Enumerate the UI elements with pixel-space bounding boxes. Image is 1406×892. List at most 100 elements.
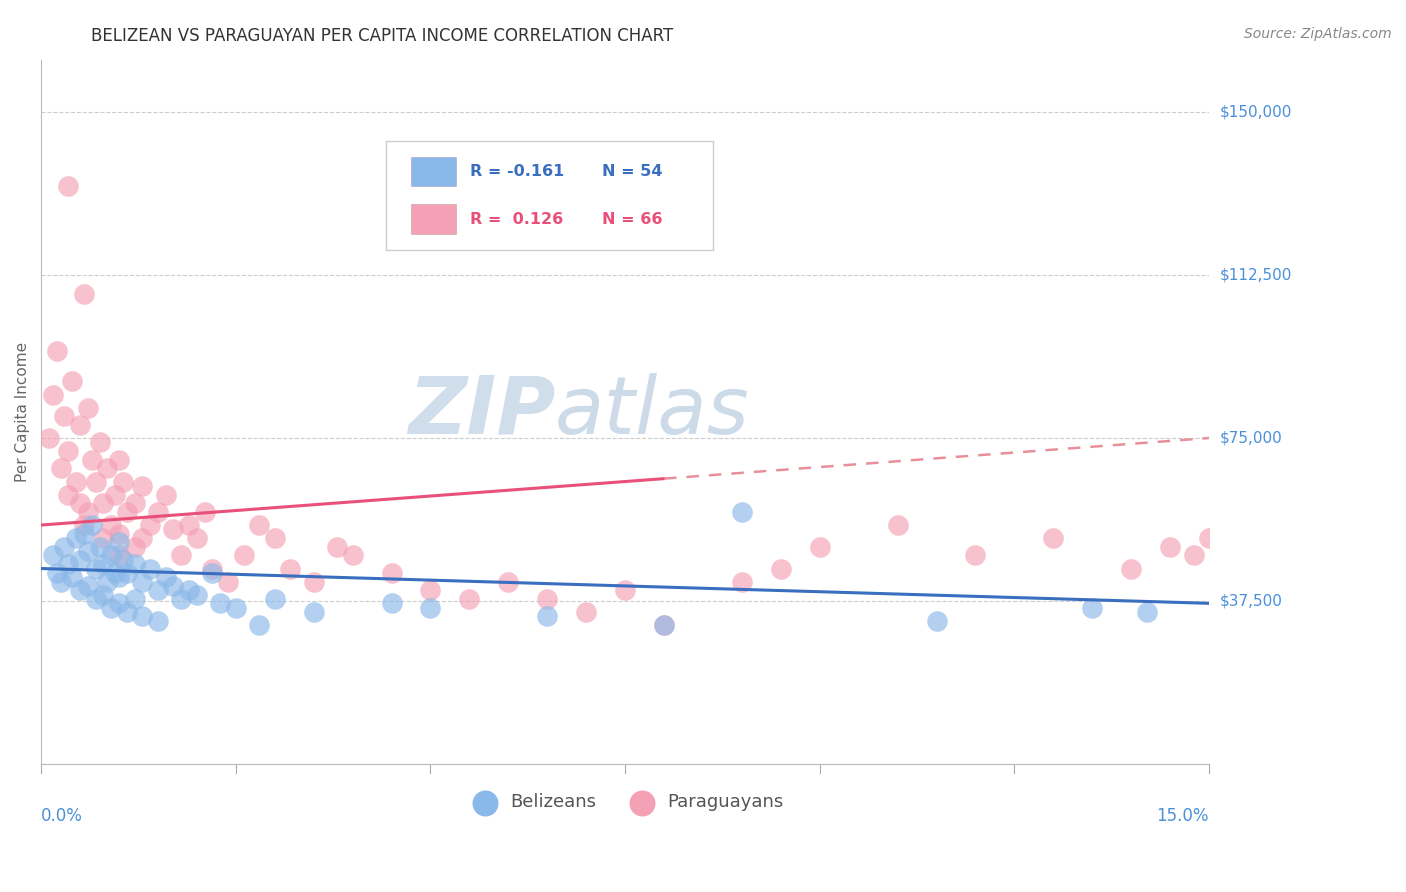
Point (652, 618, 675, 632)
Point (652, 618, 675, 632)
Point (186, 588, 208, 602)
Point (326, 540, 349, 554)
Point (108, 549, 131, 563)
Point (201, 566, 224, 580)
Point (731, 505, 754, 519)
Text: N = 66: N = 66 (602, 211, 662, 227)
Point (232, 549, 254, 563)
Point (38, 431, 60, 445)
Text: 0.0%: 0.0% (41, 806, 83, 824)
Point (104, 487, 127, 501)
Point (209, 596, 232, 610)
Point (124, 540, 146, 554)
Point (965, 549, 987, 563)
Point (89, 540, 111, 554)
Point (380, 566, 402, 580)
Point (45, 344, 67, 359)
Point (1042, 531, 1064, 545)
Point (104, 566, 127, 580)
Point (131, 479, 153, 493)
Point (76, 579, 98, 593)
Point (170, 549, 193, 563)
Point (69, 553, 91, 567)
Point (1136, 605, 1159, 619)
Point (73, 526, 96, 541)
Point (93, 496, 115, 510)
Point (76, 544, 98, 558)
Point (124, 557, 146, 571)
Point (177, 583, 200, 598)
Text: atlas: atlas (555, 373, 749, 451)
Point (58, 487, 80, 501)
Point (217, 574, 239, 589)
Point (49, 574, 72, 589)
Point (225, 600, 247, 615)
Point (419, 583, 441, 598)
Point (60, 570, 83, 584)
Text: BELIZEAN VS PARAGUAYAN PER CAPITA INCOME CORRELATION CHART: BELIZEAN VS PARAGUAYAN PER CAPITA INCOME… (91, 27, 673, 45)
Point (808, 540, 831, 554)
Bar (412, 204, 456, 234)
Point (131, 531, 153, 545)
Point (575, 605, 598, 619)
Point (139, 561, 162, 575)
Text: Source: ZipAtlas.com: Source: ZipAtlas.com (1244, 27, 1392, 41)
Text: 15.0%: 15.0% (1157, 806, 1209, 824)
Point (170, 591, 193, 606)
Text: $37,500: $37,500 (1220, 594, 1284, 608)
Text: $112,500: $112,500 (1220, 268, 1292, 283)
Point (111, 553, 134, 567)
Point (76, 401, 98, 415)
Point (108, 570, 131, 584)
Point (380, 596, 402, 610)
Point (278, 561, 301, 575)
Point (115, 505, 138, 519)
Point (263, 591, 285, 606)
Point (53, 409, 76, 424)
Point (194, 505, 217, 519)
Point (302, 605, 325, 619)
Point (769, 561, 792, 575)
Point (69, 583, 91, 598)
Point (73, 287, 96, 301)
Point (80, 452, 103, 467)
Point (177, 518, 200, 533)
Point (1159, 540, 1181, 554)
Point (96, 574, 118, 589)
Point (342, 549, 364, 563)
Point (89, 435, 111, 450)
Point (146, 614, 169, 628)
Point (162, 522, 184, 536)
Point (65, 531, 87, 545)
Point (108, 526, 131, 541)
Point (302, 574, 325, 589)
Point (247, 618, 270, 632)
Point (247, 518, 270, 533)
Point (155, 487, 177, 501)
Point (1081, 600, 1104, 615)
Point (76, 505, 98, 519)
Point (458, 591, 481, 606)
FancyBboxPatch shape (385, 141, 713, 250)
Point (53, 540, 76, 554)
Point (155, 570, 177, 584)
Point (108, 596, 131, 610)
Point (45, 566, 67, 580)
Point (131, 609, 153, 624)
Point (131, 574, 153, 589)
Point (84, 475, 107, 489)
Point (60, 375, 83, 389)
Point (731, 574, 754, 589)
Point (263, 531, 285, 545)
Point (111, 475, 134, 489)
Text: N = 54: N = 54 (602, 164, 662, 179)
Point (42, 549, 65, 563)
Point (58, 557, 80, 571)
Point (419, 600, 441, 615)
Point (498, 574, 520, 589)
Point (108, 535, 131, 549)
Point (536, 591, 558, 606)
Point (69, 496, 91, 510)
Point (614, 583, 637, 598)
Point (80, 518, 103, 533)
